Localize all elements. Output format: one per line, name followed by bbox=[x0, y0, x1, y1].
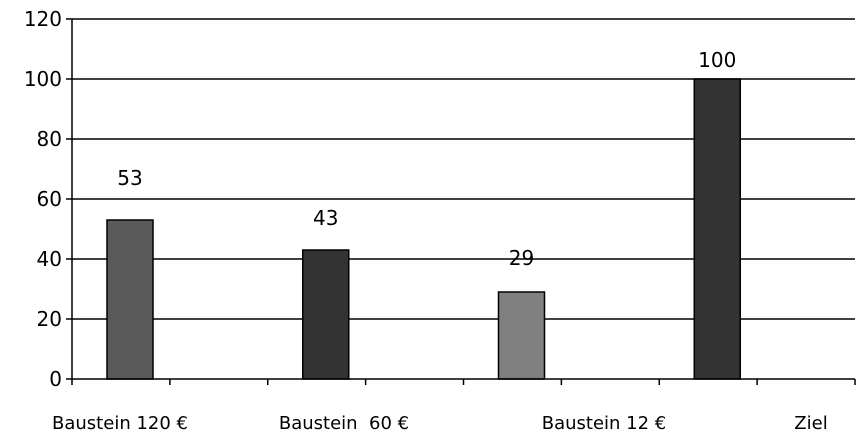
bar bbox=[497, 291, 546, 380]
bar bbox=[693, 78, 741, 380]
y-tick-label: 100 bbox=[24, 67, 62, 91]
bars bbox=[106, 78, 741, 380]
y-tick-label: 60 bbox=[37, 187, 62, 211]
x-category-label: Baustein 12 € bbox=[542, 413, 667, 434]
data-label: 43 bbox=[313, 206, 338, 230]
data-label: 53 bbox=[117, 166, 142, 190]
bar bbox=[302, 249, 350, 380]
x-category-label: Baustein 120 € bbox=[52, 413, 188, 434]
y-tick-label: 20 bbox=[37, 307, 62, 331]
y-tick-label: 0 bbox=[49, 367, 62, 391]
x-category-label: Ziel bbox=[794, 413, 827, 434]
data-label: 100 bbox=[698, 48, 736, 72]
data-label: 29 bbox=[509, 246, 534, 270]
category-labels: Baustein 120 € Baustein 60 € Baustein 12 €… bbox=[52, 413, 828, 434]
y-tick-label: 120 bbox=[24, 7, 62, 31]
x-category-label: Baustein 60 € bbox=[279, 413, 409, 434]
axes bbox=[66, 18, 856, 385]
y-tick-labels: 0 20 40 60 80 100 120 bbox=[24, 7, 62, 391]
data-labels: 53 43 29 100 bbox=[117, 48, 736, 270]
y-tick-label: 40 bbox=[37, 247, 62, 271]
y-tick-label: 80 bbox=[37, 127, 62, 151]
bar bbox=[106, 219, 154, 380]
